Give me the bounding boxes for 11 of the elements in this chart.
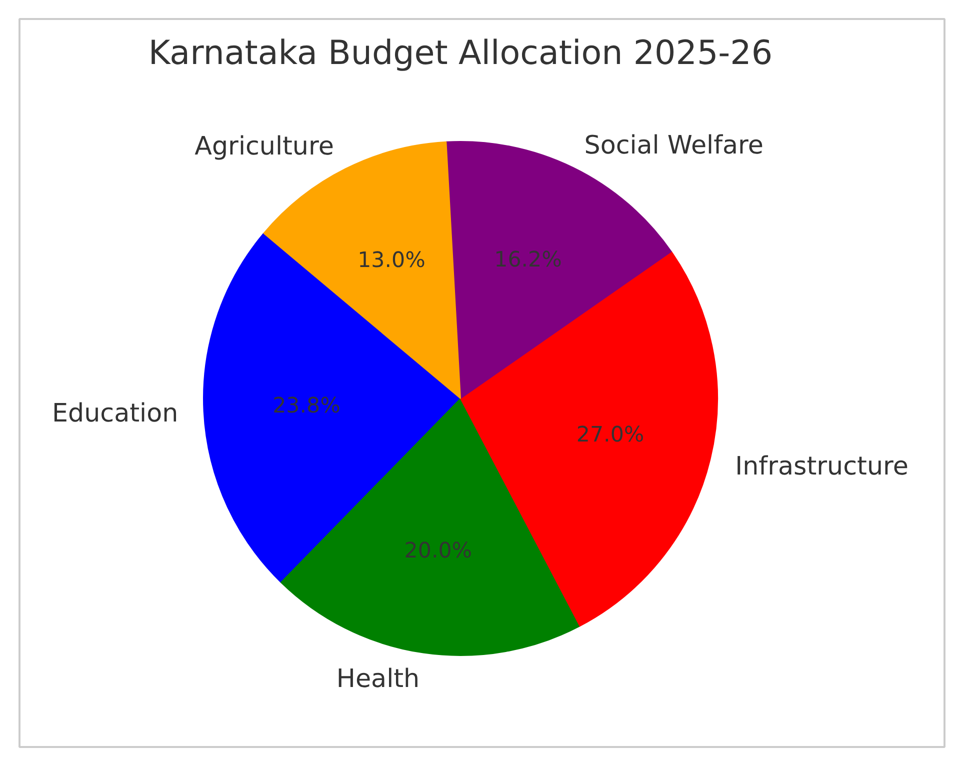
slice-label: Social Welfare bbox=[584, 129, 764, 160]
slice-label: Infrastructure bbox=[735, 450, 908, 481]
chart-title: Karnataka Budget Allocation 2025-26 bbox=[148, 33, 773, 72]
slice-label: Health bbox=[336, 663, 420, 694]
data-label: 16.2% bbox=[494, 247, 562, 272]
slice-label: Education bbox=[52, 398, 178, 428]
data-label: 13.0% bbox=[358, 248, 426, 274]
data-label: 20.0% bbox=[404, 538, 472, 564]
data-label: 23.8% bbox=[272, 394, 340, 419]
slice-label: Agriculture bbox=[194, 130, 334, 161]
data-label: 27.0% bbox=[576, 422, 644, 448]
